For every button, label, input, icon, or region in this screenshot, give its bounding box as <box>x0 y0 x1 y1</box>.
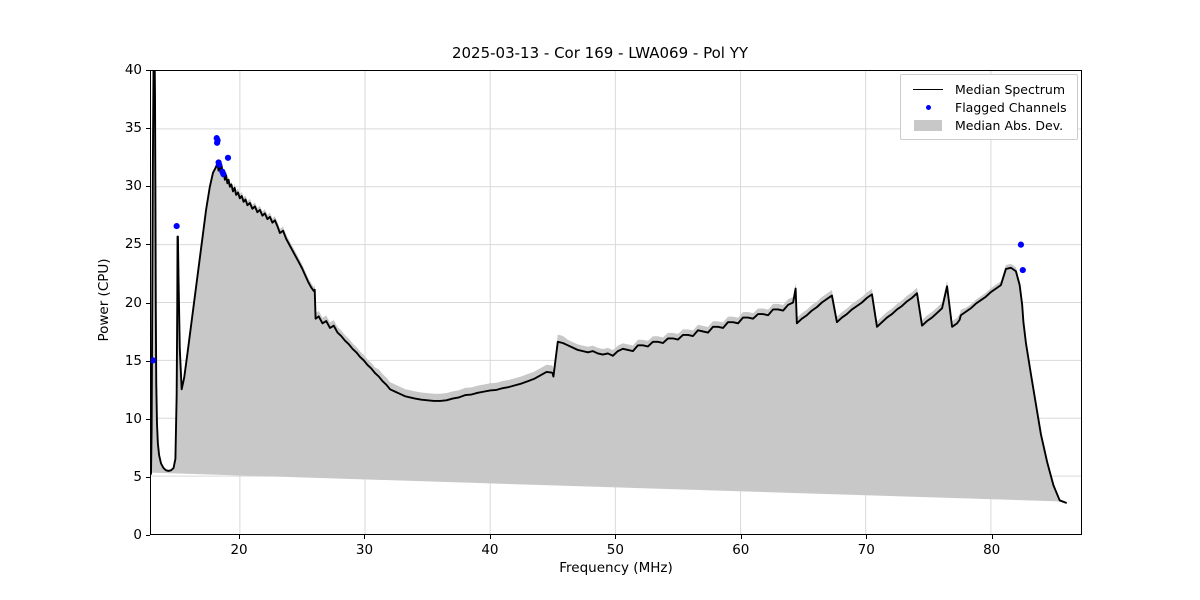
y-tick-mark <box>146 360 150 362</box>
y-tick-label: 15 <box>124 352 142 369</box>
x-tick-label: 50 <box>606 542 624 558</box>
flagged-channel-point <box>220 170 227 178</box>
y-tick-label: 5 <box>133 468 142 485</box>
y-tick-label: 0 <box>133 527 142 543</box>
y-tick-label: 30 <box>124 178 142 195</box>
y-tick-mark <box>146 244 150 246</box>
x-tick-mark <box>239 535 241 539</box>
legend-dot-icon <box>907 104 949 110</box>
flagged-channel-point <box>1017 241 1025 248</box>
y-tick-label: 35 <box>124 120 142 137</box>
x-axis-label: Frequency (MHz) <box>559 560 673 576</box>
x-tick-mark <box>364 535 366 539</box>
flagged-channel-point <box>214 137 221 144</box>
x-tick-mark <box>489 535 491 539</box>
mad-band <box>151 71 1066 502</box>
x-tick-label: 80 <box>983 542 1001 558</box>
y-tick-mark <box>146 535 150 536</box>
y-tick-label: 20 <box>124 294 142 311</box>
legend-item-median-spectrum[interactable]: Median Spectrum <box>907 80 1071 98</box>
legend-label: Flagged Channels <box>955 99 1067 115</box>
legend-label: Median Abs. Dev. <box>955 117 1064 133</box>
flagged-channel-point <box>216 161 223 168</box>
y-tick-mark <box>146 128 150 130</box>
x-tick-label: 70 <box>857 542 875 558</box>
x-tick-label: 60 <box>732 542 750 558</box>
flagged-channel-point <box>224 154 232 161</box>
x-tick-label: 30 <box>355 542 374 558</box>
y-tick-label: 10 <box>124 410 142 427</box>
x-tick-mark <box>991 535 993 539</box>
plot-area <box>150 70 1082 535</box>
flagged-channel-point <box>1019 267 1026 274</box>
legend-box[interactable]: Median Spectrum Flagged Channels Median … <box>900 74 1078 140</box>
spectrum-svg <box>151 71 1081 534</box>
y-tick-mark <box>146 70 150 71</box>
legend-line-icon <box>907 88 949 90</box>
y-tick-mark <box>146 186 150 188</box>
flagged-channel-points <box>151 135 1026 364</box>
x-tick-label: 40 <box>481 542 499 558</box>
x-tick-label: 20 <box>230 542 248 558</box>
legend-patch-icon <box>907 119 949 131</box>
flagged-channel-point <box>151 357 156 364</box>
legend-item-median-abs-dev[interactable]: Median Abs. Dev. <box>907 116 1071 134</box>
x-tick-mark <box>740 535 742 539</box>
y-tick-mark <box>146 302 150 304</box>
legend-label: Median Spectrum <box>955 81 1066 97</box>
chart-title: 2025-03-13 - Cor 169 - LWA069 - Pol YY <box>451 44 749 62</box>
x-tick-mark <box>615 535 617 539</box>
y-tick-mark <box>146 476 150 478</box>
flagged-channel-point <box>173 223 180 230</box>
y-tick-label: 25 <box>124 236 142 253</box>
y-tick-label: 40 <box>124 62 142 78</box>
x-tick-mark <box>866 535 868 539</box>
y-tick-mark <box>146 418 150 420</box>
legend-item-flagged-channels[interactable]: Flagged Channels <box>907 98 1071 116</box>
